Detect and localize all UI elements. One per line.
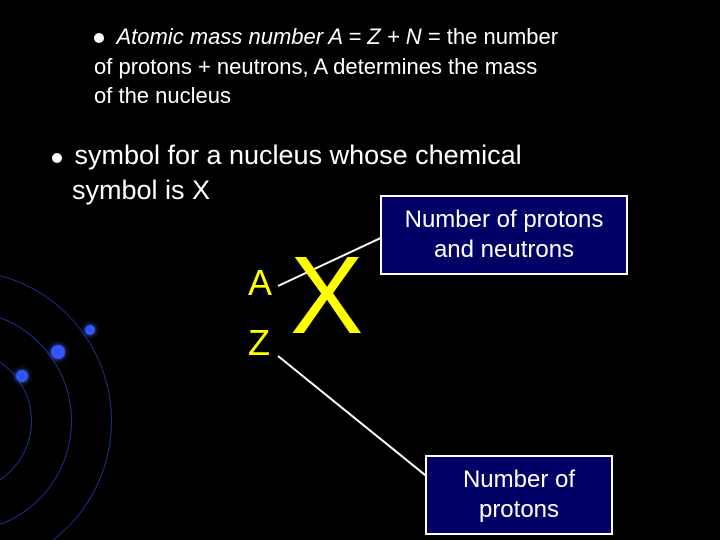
slide-root: Atomic mass number A = Z + N = the numbe…: [0, 0, 720, 540]
main-bullet-line1: symbol for a nucleus whose chemical: [74, 140, 521, 170]
label-box-top: Number of protons and neutrons: [380, 195, 628, 275]
notation-x: X: [290, 232, 363, 359]
connector-line-bottom: [277, 355, 430, 480]
orbit-dot: [51, 345, 65, 359]
label-box-bottom-line1: Number of: [439, 465, 599, 495]
sub-bullet-block: Atomic mass number A = Z + N = the numbe…: [94, 22, 664, 111]
label-box-top-line1: Number of protons: [394, 205, 614, 235]
orbit-dot: [16, 370, 28, 382]
label-box-top-line2: and neutrons: [394, 235, 614, 265]
sub-bullet-italic: Atomic mass number A = Z + N: [116, 24, 421, 49]
orbit-dot: [85, 325, 95, 335]
bullet-icon: [94, 33, 104, 43]
orbit-ring: [0, 270, 112, 540]
sub-bullet-rest: = the number: [422, 24, 558, 49]
label-box-bottom: Number of protons: [425, 455, 613, 535]
label-box-bottom-line2: protons: [439, 495, 599, 525]
sub-bullet-line3: of the nucleus: [94, 81, 664, 111]
sub-bullet-line2: of protons + neutrons, A determines the …: [94, 52, 664, 82]
notation-z: Z: [248, 322, 270, 364]
sub-bullet-line1: Atomic mass number A = Z + N = the numbe…: [116, 24, 558, 49]
bullet-icon: [52, 153, 62, 163]
notation-a: A: [248, 262, 272, 304]
